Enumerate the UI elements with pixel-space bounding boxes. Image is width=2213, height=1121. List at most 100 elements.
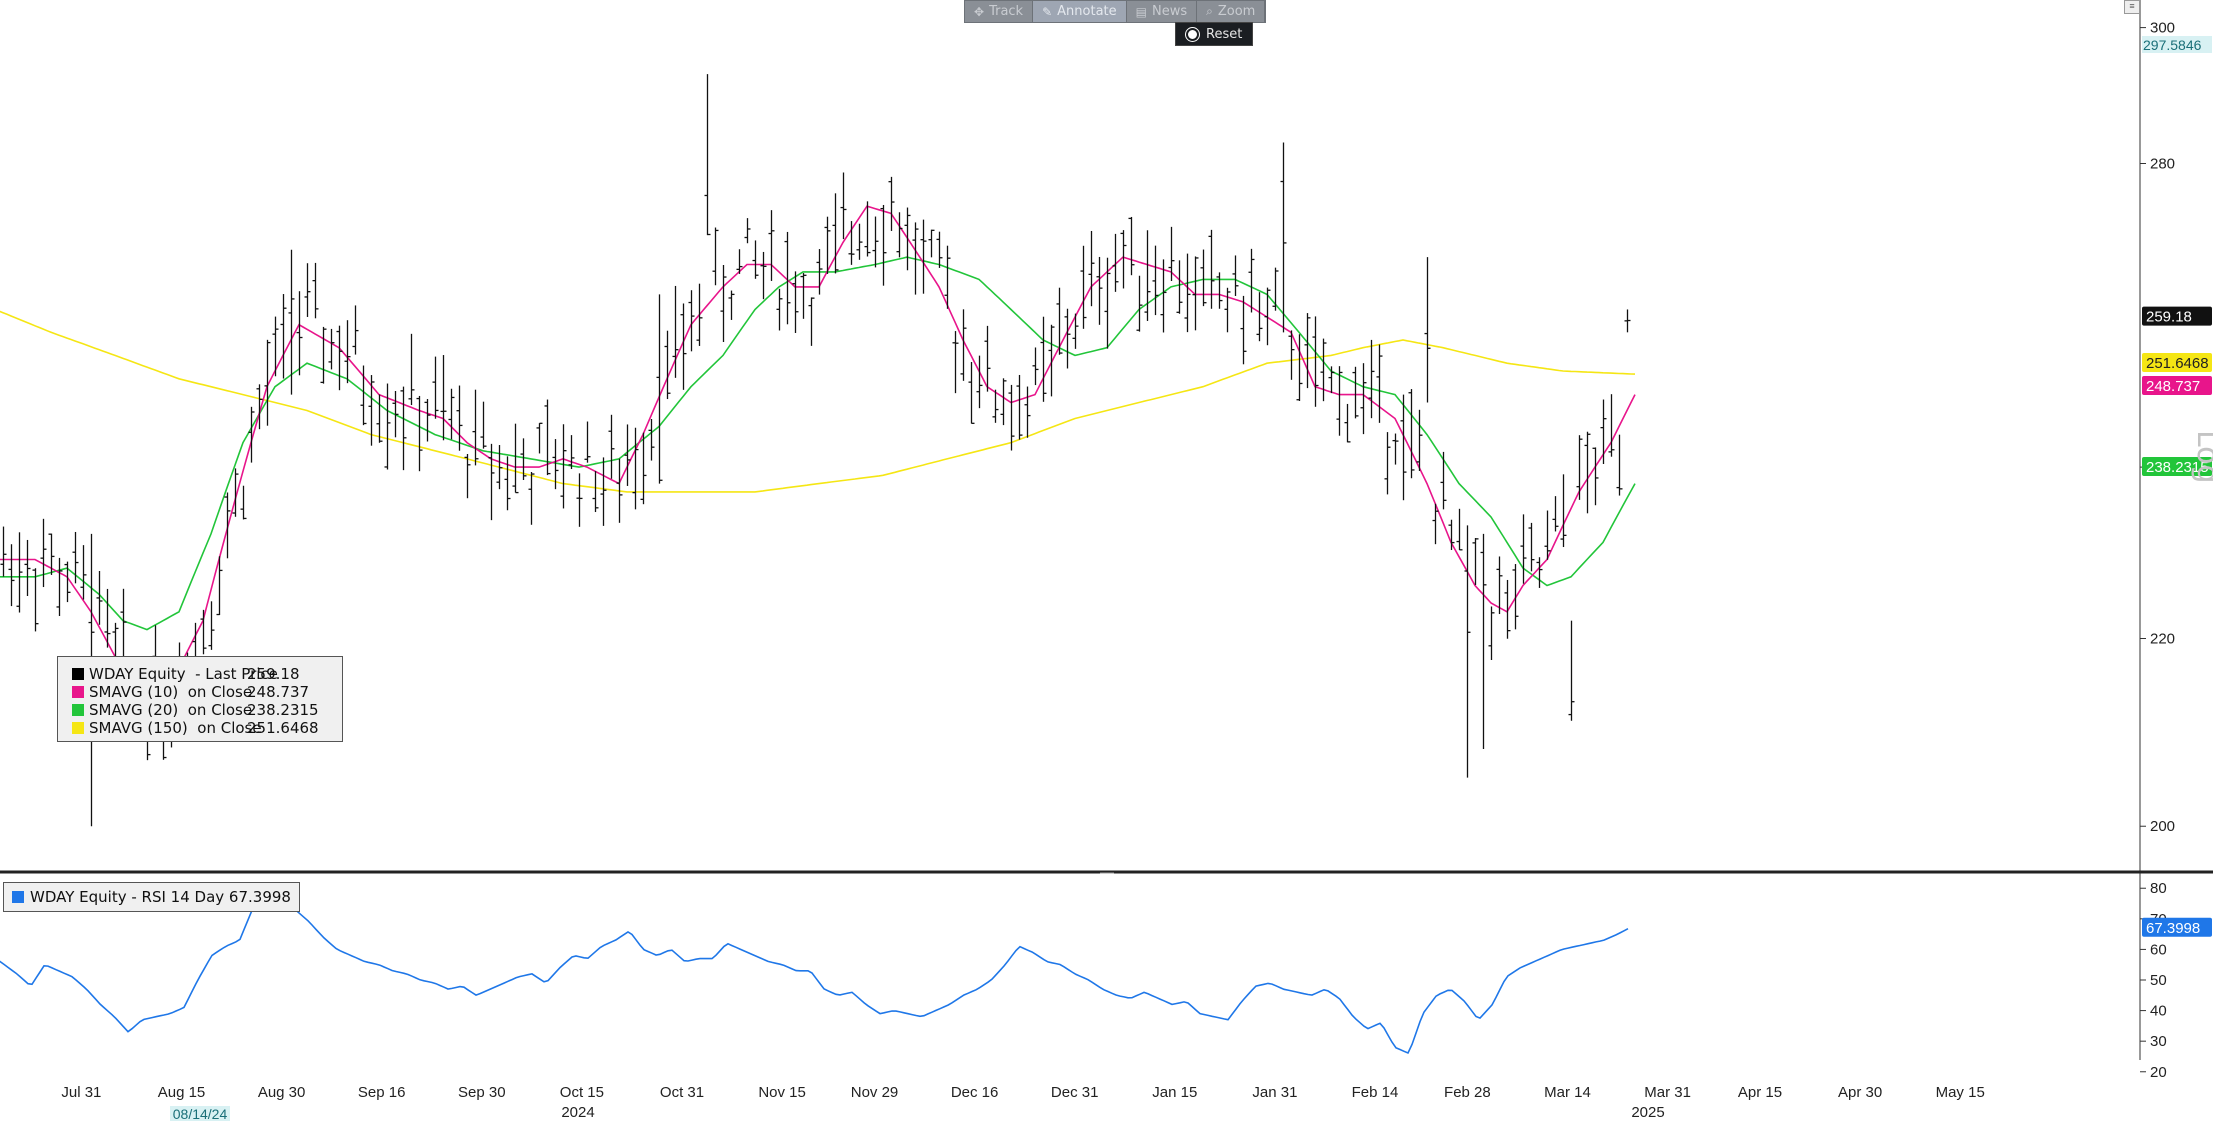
- sma20-line: [0, 256, 1636, 631]
- track-button[interactable]: ✥ Track: [965, 1, 1034, 22]
- ohlc-bar: [8, 544, 15, 607]
- x-tick-label: Mar 31: [1644, 1084, 1691, 1101]
- reset-label: Reset: [1206, 26, 1243, 42]
- zoom-button[interactable]: ⌕ Zoom: [1197, 1, 1266, 22]
- sma20-path: [0, 256, 1636, 631]
- ohlc-bar: [416, 395, 423, 472]
- ohlc-bar: [400, 386, 407, 471]
- ohlc-bar: [736, 249, 743, 274]
- rsi-tick-label: 20: [2150, 1064, 2167, 1081]
- ohlc-bar: [952, 331, 959, 394]
- ohlc-bar: [1432, 503, 1439, 545]
- high-tag: 297.5846: [2143, 37, 2202, 53]
- ohlc-bar: [1584, 431, 1591, 514]
- ohlc-bar: [800, 273, 807, 319]
- ohlc-bar: [1064, 308, 1071, 369]
- ohlc-bar: [808, 297, 815, 346]
- sma150-line: [0, 310, 1636, 493]
- ohlc-bar: [256, 384, 263, 430]
- x-tick-label: Nov 15: [758, 1084, 806, 1101]
- ohlc-bar: [16, 532, 23, 613]
- window-menu-icon[interactable]: ≡: [2124, 0, 2140, 14]
- x-tick-label: May 15: [1936, 1084, 1985, 1101]
- price-tick-label: 220: [2150, 631, 2175, 648]
- ohlc-bar: [536, 422, 543, 454]
- ohlc-bar: [480, 401, 487, 449]
- chart-toolbar: ✥ Track ✎ Annotate ▤ News ⌕ Zoom: [964, 0, 1267, 23]
- ohlc-bar: [1032, 347, 1039, 386]
- ohlc-bar: [792, 271, 799, 333]
- ohlc-bar: [936, 231, 943, 268]
- ohlc-bar: [456, 385, 463, 451]
- ohlc-bar: [1624, 309, 1631, 333]
- ohlc-bar: [720, 264, 727, 342]
- ohlc-bar: [776, 288, 783, 331]
- ohlc-bar: [840, 172, 847, 240]
- ohlc-bar: [0, 526, 7, 577]
- price-tick-label: 200: [2150, 818, 2175, 835]
- ohlc-bar: [1016, 374, 1023, 440]
- rsi-tick-label: 30: [2150, 1033, 2167, 1050]
- ohlc-bar: [760, 251, 767, 300]
- ohlc-bar: [560, 424, 567, 509]
- ohlc-bar: [1160, 259, 1167, 333]
- ohlc-bar: [696, 283, 703, 346]
- reset-button[interactable]: Reset: [1175, 22, 1254, 46]
- rsi-tick-label: 80: [2150, 880, 2167, 897]
- sma10-tag: 248.737: [2146, 378, 2200, 395]
- radio-icon: [1186, 27, 1199, 41]
- ohlc-bar: [912, 222, 919, 295]
- ohlc-bar: [440, 355, 447, 441]
- ohlc-bar: [96, 571, 103, 625]
- ohlc-bar: [200, 609, 207, 655]
- ohlc-bar: [552, 439, 559, 490]
- ohlc-bar: [520, 438, 527, 481]
- news-button[interactable]: ▤ News: [1127, 1, 1198, 22]
- news-icon: ▤: [1135, 4, 1147, 19]
- ohlc-bar: [744, 218, 751, 244]
- ohlc-bar: [360, 365, 367, 426]
- ohlc-bar: [1384, 432, 1391, 495]
- ohlc-bar: [224, 492, 231, 559]
- ohlc-bar: [944, 245, 951, 309]
- ohlc-bar: [464, 454, 471, 499]
- ohlc-bar: [208, 601, 215, 650]
- ohlc-bar: [872, 216, 879, 268]
- ohlc-bar: [1296, 334, 1303, 401]
- ohlc-bar: [1072, 313, 1079, 349]
- ohlc-bar: [1528, 522, 1535, 572]
- sma10-line: [0, 205, 1636, 694]
- ohlc-bar: [1488, 606, 1495, 661]
- ohlc-bar: [336, 325, 343, 391]
- ohlc-bar: [1544, 510, 1551, 560]
- ohlc-bar: [1600, 399, 1607, 465]
- annotate-button[interactable]: ✎ Annotate: [1033, 1, 1127, 22]
- ohlc-bar: [1608, 394, 1615, 457]
- ohlc-bar: [1616, 434, 1623, 496]
- rsi-legend[interactable]: WDAY Equity - RSI 14 Day 67.3998: [3, 882, 300, 912]
- ohlc-bar: [1328, 366, 1335, 394]
- ohlc-bar: [1512, 564, 1519, 630]
- ohlc-bar: [1336, 366, 1343, 436]
- cursor-date-bg: [170, 1106, 230, 1121]
- ohlc-bar: [1464, 525, 1471, 778]
- ohlc-bar: [528, 472, 535, 525]
- sma20-tag: 238.2315: [2146, 459, 2209, 476]
- ohlc-bar: [928, 229, 935, 258]
- price-legend[interactable]: WDAY Equity - Last Price 259.18 SMAVG (10…: [57, 656, 343, 742]
- ohlc-bar: [1592, 447, 1599, 506]
- ohlc-bar: [1368, 339, 1375, 419]
- ohlc-bar: [992, 389, 999, 423]
- ohlc-bar: [1360, 363, 1367, 435]
- sma150-tag: 251.6468: [2146, 355, 2209, 372]
- ohlc-bar: [216, 556, 223, 616]
- price-tick-label: 300: [2150, 20, 2175, 37]
- legend-label: WDAY Equity - Last Price: [89, 665, 278, 683]
- ohlc-bar: [1376, 344, 1383, 423]
- ohlc-bar: [504, 456, 511, 511]
- ohlc-bar: [1000, 378, 1007, 426]
- ohlc-bar: [512, 423, 519, 494]
- ohlc-bar: [264, 339, 271, 426]
- year-label: 2025: [1631, 1104, 1664, 1121]
